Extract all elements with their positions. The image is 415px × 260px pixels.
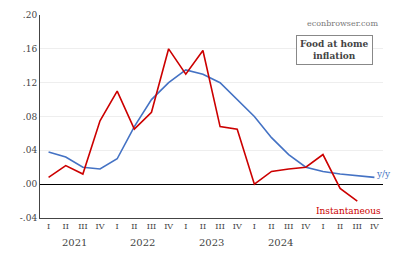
svg-text:Food at homeinflation: Food at homeinflation bbox=[300, 39, 369, 61]
svg-text:III: III bbox=[147, 222, 156, 231]
svg-text:III: III bbox=[284, 222, 293, 231]
svg-text:III: III bbox=[78, 222, 87, 231]
svg-text:III: III bbox=[353, 222, 362, 231]
svg-text:I: I bbox=[253, 222, 256, 231]
svg-text:IV: IV bbox=[233, 222, 242, 231]
svg-text:Instantaneous: Instantaneous bbox=[316, 206, 381, 216]
svg-text:I: I bbox=[116, 222, 119, 231]
svg-text:IV: IV bbox=[164, 222, 173, 231]
svg-text:econbrowser.com: econbrowser.com bbox=[307, 19, 378, 28]
svg-text:IV: IV bbox=[370, 222, 379, 231]
svg-text:2022: 2022 bbox=[130, 237, 155, 248]
svg-text:II: II bbox=[200, 222, 206, 231]
svg-text:II: II bbox=[268, 222, 274, 231]
svg-text:III: III bbox=[215, 222, 224, 231]
svg-text:II: II bbox=[337, 222, 343, 231]
svg-text:-.04: -.04 bbox=[20, 213, 38, 223]
svg-text:IV: IV bbox=[301, 222, 310, 231]
svg-text:.20: .20 bbox=[23, 10, 38, 20]
svg-text:I: I bbox=[47, 222, 50, 231]
svg-text:.16: .16 bbox=[23, 44, 38, 54]
svg-text:2024: 2024 bbox=[268, 237, 293, 248]
svg-text:y/y: y/y bbox=[376, 169, 391, 179]
svg-text:.00: .00 bbox=[23, 179, 38, 189]
svg-text:2021: 2021 bbox=[62, 237, 87, 248]
svg-text:2023: 2023 bbox=[199, 237, 224, 248]
svg-text:IV: IV bbox=[96, 222, 105, 231]
svg-text:.04: .04 bbox=[23, 145, 38, 155]
svg-text:II: II bbox=[63, 222, 69, 231]
svg-text:II: II bbox=[131, 222, 137, 231]
svg-text:I: I bbox=[321, 222, 324, 231]
svg-text:.12: .12 bbox=[23, 78, 37, 88]
svg-text:.08: .08 bbox=[23, 112, 38, 122]
svg-text:I: I bbox=[184, 222, 187, 231]
